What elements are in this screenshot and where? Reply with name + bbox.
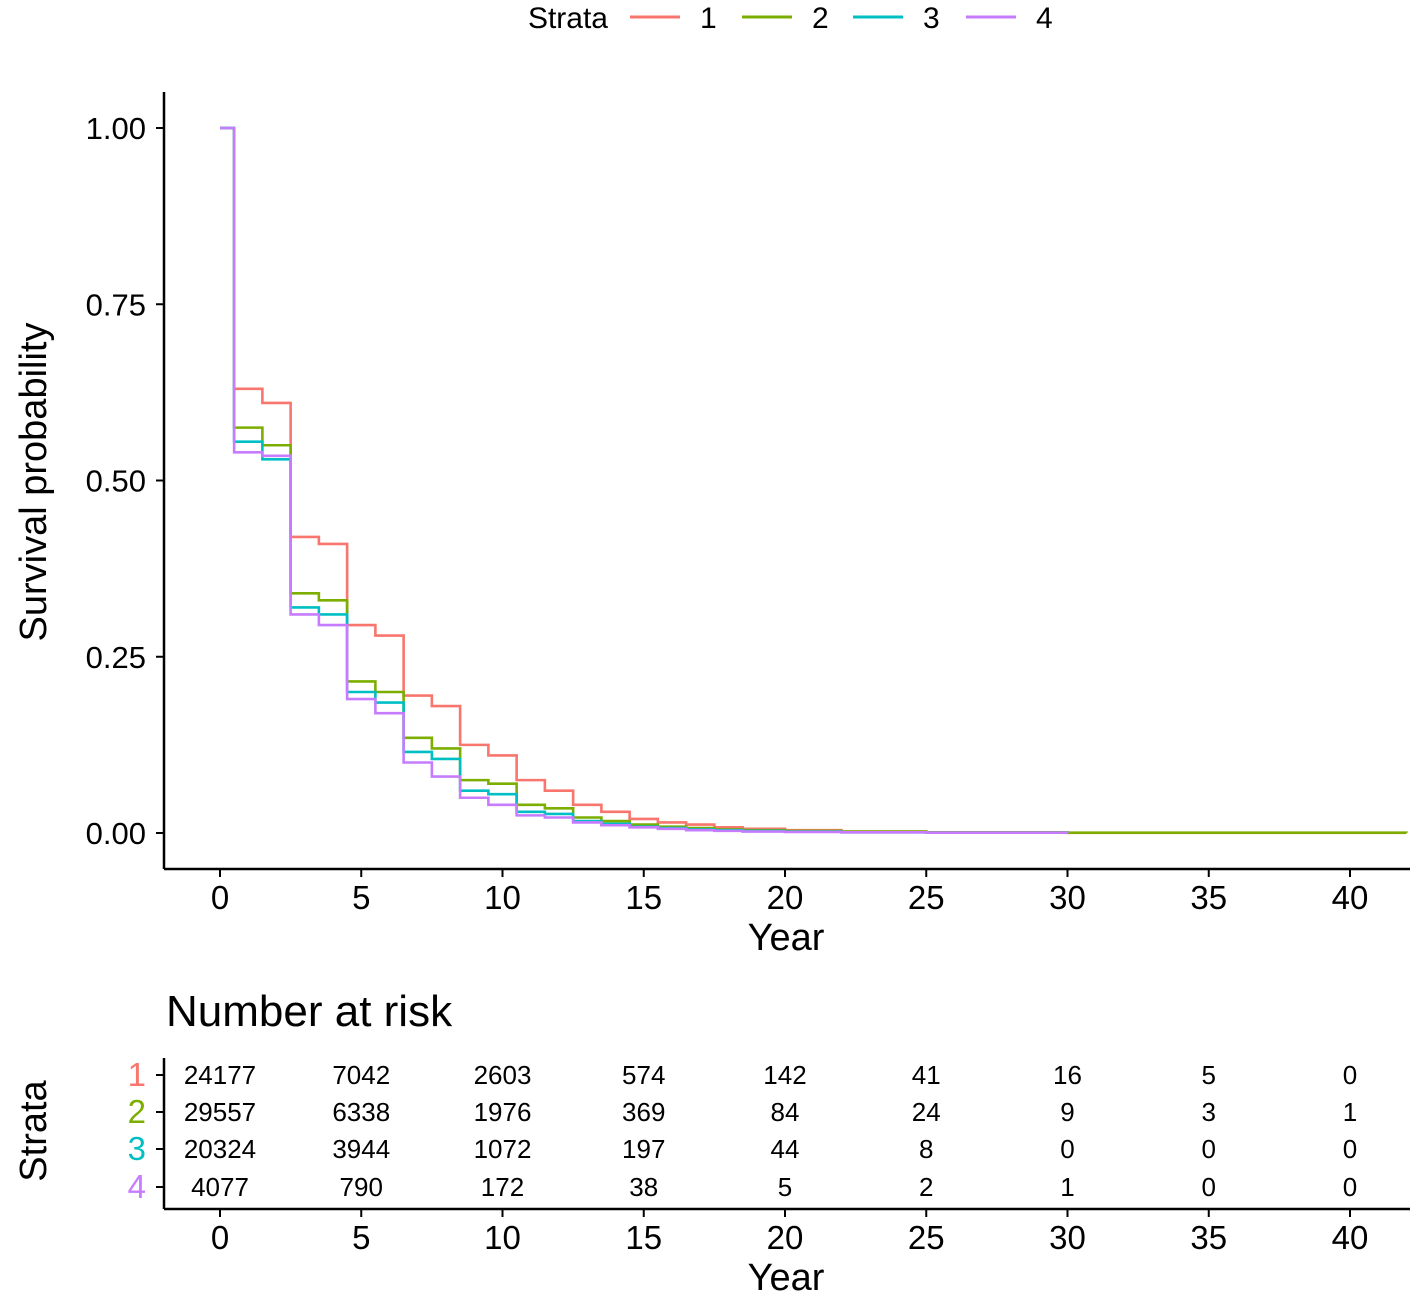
risk-x-tick-label: 15: [625, 1219, 662, 1256]
risk-stratum-label-4: 4: [128, 1168, 146, 1205]
y-tick-label: 0.00: [86, 816, 146, 851]
x-tick-label: 35: [1190, 879, 1227, 916]
x-tick-label: 5: [352, 879, 370, 916]
y-axis: 0.00 0.25 0.50 0.75 1.00: [86, 92, 166, 869]
survival-curve-stratum-3: [220, 126, 1069, 834]
legend-title: Strata: [528, 2, 608, 35]
risk-x-tick-label: 20: [767, 1219, 804, 1256]
risk-cell: 0: [1343, 1172, 1357, 1202]
legend-label-2: 2: [812, 2, 829, 35]
risk-stratum-label-1: 1: [128, 1056, 146, 1093]
risk-cell: 172: [481, 1172, 524, 1202]
legend-item-1: 1: [630, 2, 717, 35]
risk-cell: 0: [1343, 1060, 1357, 1090]
risk-table-cells: 24177 7042 2603 574 142 41 16 5 0 29557 6338 1976 36…: [184, 1060, 1357, 1202]
risk-cell: 0: [1060, 1134, 1074, 1164]
legend-items: 1 2 3 4: [630, 2, 1053, 35]
risk-cell: 84: [771, 1097, 800, 1127]
risk-cell: 5: [778, 1172, 792, 1202]
risk-cell: 1: [1343, 1097, 1357, 1127]
risk-x-tick-label: 40: [1332, 1219, 1369, 1256]
y-tick-label: 0.75: [86, 287, 146, 322]
risk-table-x-axis-label: Year: [748, 1257, 825, 1299]
risk-cell: 29557: [184, 1097, 256, 1127]
legend-label-4: 4: [1036, 2, 1053, 35]
y-axis-label: Survival probability: [13, 323, 55, 642]
legend-item-2: 2: [742, 2, 829, 35]
risk-cell: 0: [1202, 1134, 1216, 1164]
risk-cell: 41: [912, 1060, 941, 1090]
survival-curve-stratum-1: [220, 126, 1407, 835]
risk-cell: 4077: [191, 1172, 249, 1202]
x-axis: 0 5 10 15 20 25 30 35 40: [164, 867, 1410, 916]
x-axis-label: Year: [748, 917, 825, 959]
survival-curve-stratum-2: [220, 126, 1408, 835]
risk-cell: 8: [919, 1134, 933, 1164]
x-tick-label: 10: [484, 879, 521, 916]
risk-cell: 0: [1343, 1134, 1357, 1164]
risk-cell: 44: [771, 1134, 800, 1164]
risk-row-stratum-3: 20324 3944 1072 197 44 8 0 0 0: [184, 1134, 1357, 1164]
risk-cell: 1: [1060, 1172, 1074, 1202]
risk-stratum-label-3: 3: [128, 1130, 146, 1167]
survival-plot-panel: Survival probability 0.00 0.25 0.50 0.75 1.0…: [13, 92, 1410, 959]
risk-cell: 3944: [332, 1134, 390, 1164]
legend-label-3: 3: [923, 2, 940, 35]
x-tick-label: 0: [211, 879, 229, 916]
risk-cell: 3: [1202, 1097, 1216, 1127]
survival-curve-stratum-4: [220, 126, 1069, 834]
risk-x-tick-label: 5: [352, 1219, 370, 1256]
x-tick-label: 30: [1049, 879, 1086, 916]
risk-cell: 1072: [474, 1134, 532, 1164]
risk-table-title: Number at risk: [166, 987, 453, 1036]
risk-x-tick-label: 35: [1190, 1219, 1227, 1256]
risk-cell: 6338: [332, 1097, 390, 1127]
risk-cell: 142: [763, 1060, 806, 1090]
survival-curves: [220, 126, 1408, 835]
x-tick-label: 15: [625, 879, 662, 916]
risk-x-tick-label: 10: [484, 1219, 521, 1256]
risk-cell: 24: [912, 1097, 941, 1127]
risk-table-x-axis: 0 5 10 15 20 25 30 35 40: [164, 1207, 1410, 1256]
risk-cell: 20324: [184, 1134, 256, 1164]
risk-cell: 369: [622, 1097, 665, 1127]
risk-cell: 2: [919, 1172, 933, 1202]
risk-row-stratum-1: 24177 7042 2603 574 142 41 16 5 0: [184, 1060, 1357, 1090]
x-tick-label: 20: [767, 879, 804, 916]
risk-stratum-label-2: 2: [128, 1093, 146, 1130]
risk-cell: 1976: [474, 1097, 532, 1127]
risk-row-stratum-2: 29557 6338 1976 369 84 24 9 3 1: [184, 1097, 1357, 1127]
y-tick-label: 0.50: [86, 464, 146, 499]
risk-cell: 24177: [184, 1060, 256, 1090]
risk-cell: 38: [629, 1172, 658, 1202]
risk-row-stratum-4: 4077 790 172 38 5 2 1 0 0: [191, 1172, 1357, 1202]
y-tick-label: 0.25: [86, 640, 146, 675]
risk-cell: 5: [1202, 1060, 1216, 1090]
risk-cell: 197: [622, 1134, 665, 1164]
risk-cell: 0: [1202, 1172, 1216, 1202]
x-tick-label: 25: [908, 879, 945, 916]
risk-x-tick-label: 25: [908, 1219, 945, 1256]
legend-label-1: 1: [700, 2, 717, 35]
x-tick-label: 40: [1332, 879, 1369, 916]
legend-item-4: 4: [966, 2, 1053, 35]
risk-x-tick-label: 0: [211, 1219, 229, 1256]
legend: Strata 1 2 3 4: [528, 2, 1053, 35]
risk-cell: 574: [622, 1060, 665, 1090]
risk-cell: 2603: [474, 1060, 532, 1090]
risk-cell: 7042: [332, 1060, 390, 1090]
risk-cell: 790: [340, 1172, 383, 1202]
y-tick-label: 1.00: [86, 111, 146, 146]
risk-table-y-label: Strata: [13, 1079, 55, 1181]
legend-item-3: 3: [853, 2, 940, 35]
risk-cell: 16: [1053, 1060, 1082, 1090]
risk-x-tick-label: 30: [1049, 1219, 1086, 1256]
risk-cell: 9: [1060, 1097, 1074, 1127]
